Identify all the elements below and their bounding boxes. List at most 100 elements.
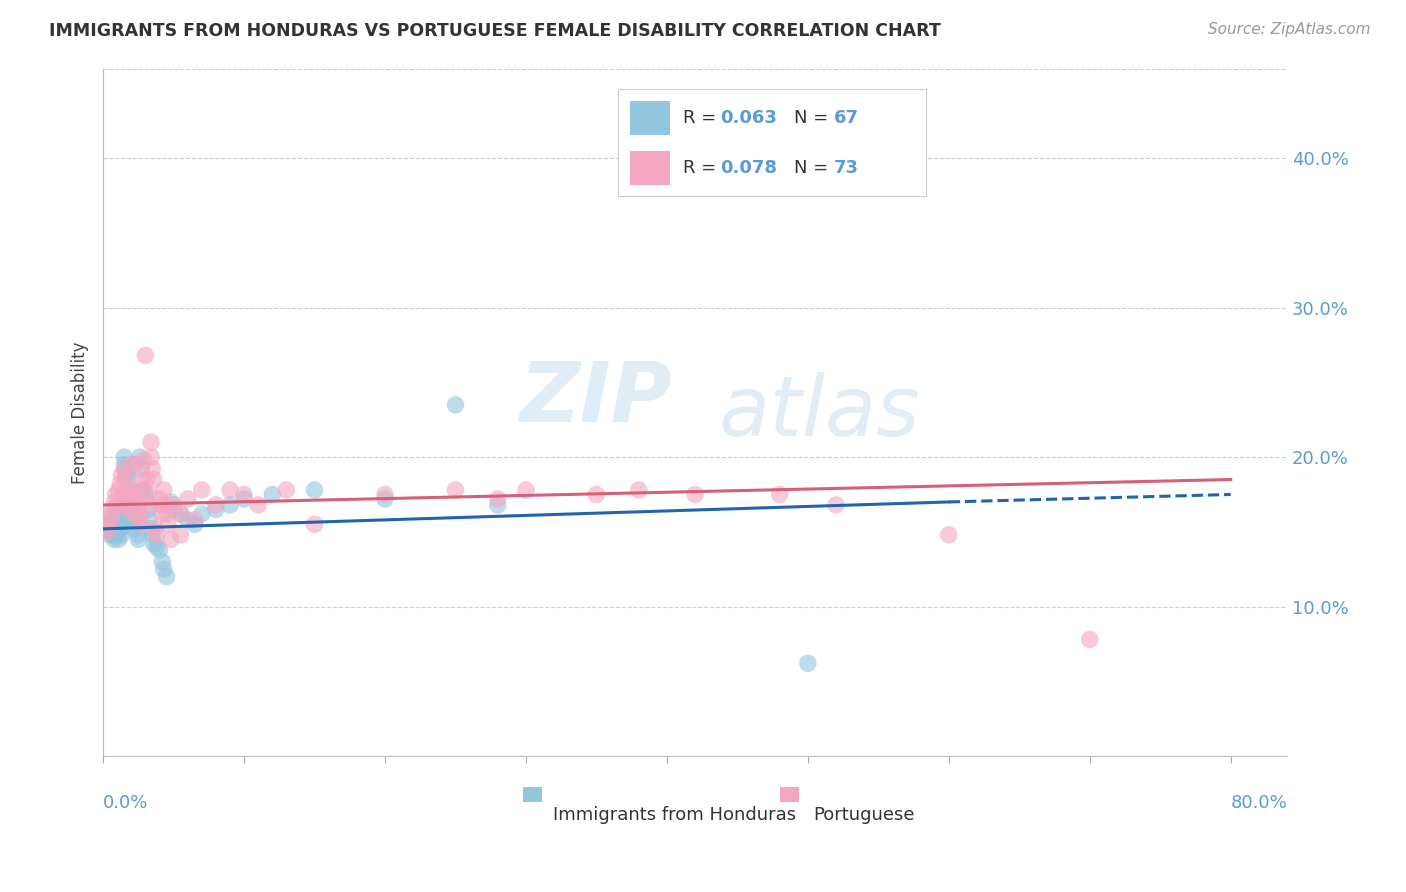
Point (136, 502, 159, 516)
Point (683, 487, 706, 501)
Point (219, 498, 242, 512)
Point (112, 450, 135, 464)
Point (134, 349, 156, 363)
Point (101, 502, 124, 516)
Point (107, 483, 129, 497)
Point (825, 498, 848, 512)
Point (148, 542, 170, 557)
Point (105, 498, 128, 512)
Point (118, 495, 141, 509)
Point (115, 465, 138, 479)
Point (769, 487, 792, 501)
Point (205, 502, 228, 516)
Point (131, 483, 153, 497)
Text: Source: ZipAtlas.com: Source: ZipAtlas.com (1208, 22, 1371, 37)
Point (97, 517, 120, 532)
Point (191, 507, 214, 521)
Point (120, 507, 142, 521)
Point (149, 498, 172, 512)
Point (111, 520, 134, 534)
Point (141, 528, 163, 542)
Point (117, 487, 139, 501)
Point (127, 528, 149, 542)
Point (103, 495, 125, 509)
Point (156, 517, 179, 532)
Point (112, 498, 135, 512)
Text: 0.0%: 0.0% (103, 794, 149, 812)
Point (139, 435, 162, 450)
Point (797, 657, 820, 671)
Point (515, 483, 537, 497)
Point (107, 533, 129, 547)
Point (159, 495, 181, 509)
Point (110, 513, 132, 527)
Point (139, 450, 162, 464)
Point (98, 524, 121, 539)
Text: Portuguese: Portuguese (814, 805, 915, 823)
Point (104, 487, 127, 501)
Point (131, 483, 153, 497)
Point (117, 473, 139, 487)
Point (96, 524, 118, 539)
Point (108, 477, 131, 491)
Point (486, 498, 509, 512)
Point (96, 522, 118, 536)
Point (276, 483, 298, 497)
Point (1078, 632, 1101, 647)
Point (155, 569, 177, 583)
Point (98, 507, 121, 521)
Point (169, 507, 191, 521)
Point (247, 498, 270, 512)
Point (134, 487, 156, 501)
Point (304, 483, 326, 497)
Text: atlas: atlas (718, 372, 921, 453)
Point (125, 495, 148, 509)
Point (138, 498, 160, 512)
Point (145, 540, 167, 554)
Point (129, 462, 152, 476)
Point (938, 528, 960, 542)
Point (127, 502, 149, 516)
Point (108, 522, 131, 536)
Point (184, 517, 207, 532)
Text: IMMIGRANTS FROM HONDURAS VS PORTUGUESE FEMALE DISABILITY CORRELATION CHART: IMMIGRANTS FROM HONDURAS VS PORTUGUESE F… (49, 22, 941, 40)
Text: ZIP: ZIP (519, 358, 672, 439)
FancyBboxPatch shape (780, 787, 799, 802)
Point (104, 515, 127, 529)
Point (142, 537, 165, 551)
Text: Immigrants from Honduras: Immigrants from Honduras (553, 805, 796, 823)
Point (122, 502, 145, 516)
Point (100, 517, 122, 532)
Point (374, 491, 396, 506)
Point (114, 473, 136, 487)
Point (115, 483, 138, 497)
Point (627, 483, 650, 497)
Point (176, 513, 198, 527)
Point (169, 507, 191, 521)
Point (98, 528, 121, 542)
Point (122, 507, 145, 521)
Point (169, 528, 191, 542)
Point (205, 498, 228, 512)
Point (112, 458, 135, 472)
Point (176, 491, 198, 506)
Point (120, 483, 142, 497)
Point (131, 473, 153, 487)
Point (150, 555, 173, 569)
Point (585, 487, 607, 501)
Point (136, 487, 159, 501)
Point (114, 462, 136, 476)
Point (97, 517, 120, 532)
Point (233, 487, 256, 501)
Point (233, 491, 256, 506)
Point (150, 507, 173, 521)
Point (219, 483, 242, 497)
Point (100, 513, 122, 527)
Point (139, 522, 162, 536)
Point (159, 533, 181, 547)
Point (162, 502, 184, 516)
Point (110, 528, 132, 542)
Point (101, 528, 124, 542)
Point (103, 533, 125, 547)
Point (105, 507, 128, 521)
